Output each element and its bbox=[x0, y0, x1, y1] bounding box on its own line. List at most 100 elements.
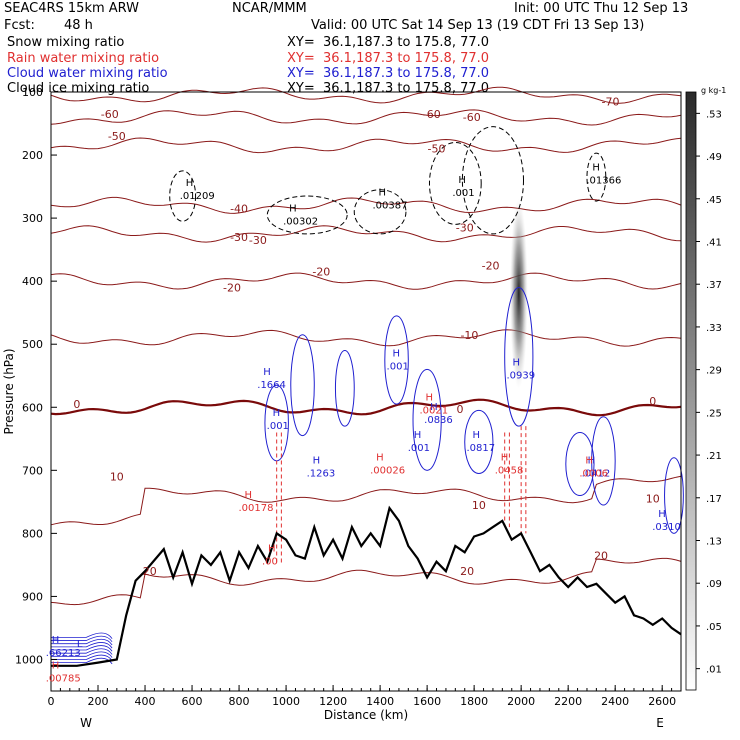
isotherm-label: 20 bbox=[594, 549, 608, 562]
cloud-water-contour bbox=[334, 350, 355, 427]
cloud-contour-layer bbox=[51, 126, 684, 665]
maximum-marker: H bbox=[289, 203, 297, 214]
y-tick-label: 500 bbox=[22, 338, 43, 351]
west-end-label: W bbox=[80, 716, 92, 730]
colorbar-label: .29 bbox=[706, 366, 722, 377]
colorbar-label: .21 bbox=[706, 451, 722, 462]
x-tick-label: 400 bbox=[135, 695, 156, 708]
colorbar-units: g kg-1 bbox=[701, 86, 726, 95]
maximum-value: .00026 bbox=[370, 465, 405, 476]
x-tick-label: 2000 bbox=[507, 695, 535, 708]
maximum-value: .01209 bbox=[180, 191, 215, 202]
maximum-value: .1263 bbox=[307, 468, 336, 479]
maximum-marker: H bbox=[501, 452, 509, 463]
isotherm-line bbox=[50, 109, 682, 126]
cloud-water-contour bbox=[591, 416, 616, 506]
cloud-ice-contour bbox=[353, 189, 407, 235]
colorbar-label: .37 bbox=[706, 280, 722, 291]
y-tick-label: 300 bbox=[22, 212, 43, 225]
cloud-water-contour bbox=[290, 334, 315, 437]
cloud-ice-contour bbox=[266, 195, 348, 235]
isotherm-label: -20 bbox=[223, 281, 241, 294]
maximum-marker: H bbox=[512, 358, 520, 369]
maximum-value: .1664 bbox=[257, 380, 286, 391]
maximum-marker: H bbox=[458, 175, 466, 186]
isotherm-label: -30 bbox=[456, 222, 474, 235]
maximum-marker: H bbox=[658, 509, 666, 520]
maximum-value: .01366 bbox=[586, 175, 621, 186]
maximum-marker: H bbox=[263, 367, 271, 378]
colorbar-label: .53 bbox=[706, 109, 722, 120]
x-tick-label: 2400 bbox=[601, 695, 629, 708]
cloud-ice-contour bbox=[169, 170, 197, 222]
maximum-value: .0412 bbox=[582, 468, 611, 479]
isotherm-line bbox=[50, 329, 682, 347]
maximum-value: .00 bbox=[262, 557, 278, 568]
isotherm-label: 10 bbox=[472, 499, 486, 512]
maximum-marker: H bbox=[588, 455, 596, 466]
contour-label-layer: -70-60 -60 -60-50-50-40-30 -30-30-20-20 -20-… bbox=[46, 95, 681, 684]
minimum-marker: L bbox=[77, 639, 83, 650]
x-tick-label: 1400 bbox=[366, 695, 394, 708]
cloud-ice-contour bbox=[586, 152, 607, 202]
maximum-marker: H bbox=[414, 430, 422, 441]
maximum-marker: H bbox=[313, 455, 321, 466]
isotherm-label: -60 bbox=[101, 108, 119, 121]
maximum-value: .0021 bbox=[419, 405, 448, 416]
isotherm-label: 20 bbox=[143, 565, 157, 578]
cloud-water-contour bbox=[51, 651, 113, 658]
maximum-marker: H bbox=[244, 490, 252, 501]
maximum-marker: H bbox=[585, 455, 593, 466]
colorbar-ramp bbox=[685, 91, 697, 691]
colorbar-label: .25 bbox=[706, 408, 722, 419]
isotherm-label: 10 bbox=[110, 471, 124, 484]
maximum-marker: H bbox=[393, 348, 401, 359]
isotherm-line bbox=[50, 475, 682, 526]
maximum-marker: H bbox=[472, 430, 480, 441]
y-axis-title: Pressure (hPa) bbox=[2, 348, 16, 434]
cloud-water-contour bbox=[51, 648, 113, 655]
terrain-layer bbox=[51, 505, 682, 667]
isotherm-label: -60 bbox=[423, 108, 441, 121]
east-end-label: E bbox=[656, 716, 664, 730]
maximum-marker: H bbox=[592, 162, 600, 173]
terrain-surface-line bbox=[51, 505, 682, 667]
colorbar-label: .01 bbox=[706, 665, 722, 676]
y-tick-label: 1000 bbox=[15, 653, 43, 666]
maximum-value: .001 bbox=[387, 361, 409, 372]
isotherm-label: 0 bbox=[649, 395, 656, 408]
cloud-water-contour bbox=[384, 315, 409, 405]
x-tick-label: 0 bbox=[48, 695, 55, 708]
x-tick-label: 1800 bbox=[460, 695, 488, 708]
maximum-value: .0006 bbox=[579, 468, 608, 479]
axes-layer: 0 200 400 600 800 1000 1200 1400 1600 1800 2000 220… bbox=[2, 86, 682, 730]
isotherm-line bbox=[50, 272, 682, 290]
y-tick-label: 100 bbox=[22, 86, 43, 99]
cloud-water-contour bbox=[51, 645, 113, 652]
x-axis-title: Distance (km) bbox=[324, 708, 408, 722]
colorbar-label: .05 bbox=[706, 622, 722, 633]
cloud-ice-contour bbox=[428, 141, 482, 225]
maximum-marker: H bbox=[268, 544, 276, 555]
y-tick-label: 900 bbox=[22, 590, 43, 603]
isotherm-label: -50 bbox=[428, 143, 446, 156]
forecast-label: Fcst: bbox=[4, 18, 35, 33]
isotherm-label: 0 bbox=[73, 398, 80, 411]
model-name: SEAC4RS 15km ARW bbox=[4, 1, 140, 16]
maximum-marker: H bbox=[378, 187, 386, 198]
isotherm-label: 20 bbox=[460, 565, 474, 578]
isotherm-line bbox=[50, 86, 682, 104]
colorbar: .01 .05 .09 .13 .17 .21 .25 .29 .33 .37 .41 .45 .49.… bbox=[685, 86, 726, 691]
colorbar-label: .33 bbox=[706, 323, 722, 334]
isotherm-line bbox=[50, 137, 682, 154]
maximum-value: .0836 bbox=[424, 415, 453, 426]
maximum-marker: H bbox=[52, 660, 60, 671]
isotherm-label: 0 bbox=[457, 403, 464, 416]
cloud-water-contour bbox=[565, 431, 595, 497]
isotherm-label: 10 bbox=[646, 493, 660, 506]
x-tick-label: 600 bbox=[182, 695, 203, 708]
isotherm-label: -20 bbox=[312, 266, 330, 279]
maximum-marker: H bbox=[376, 452, 384, 463]
cloud-water-contour bbox=[51, 657, 113, 665]
